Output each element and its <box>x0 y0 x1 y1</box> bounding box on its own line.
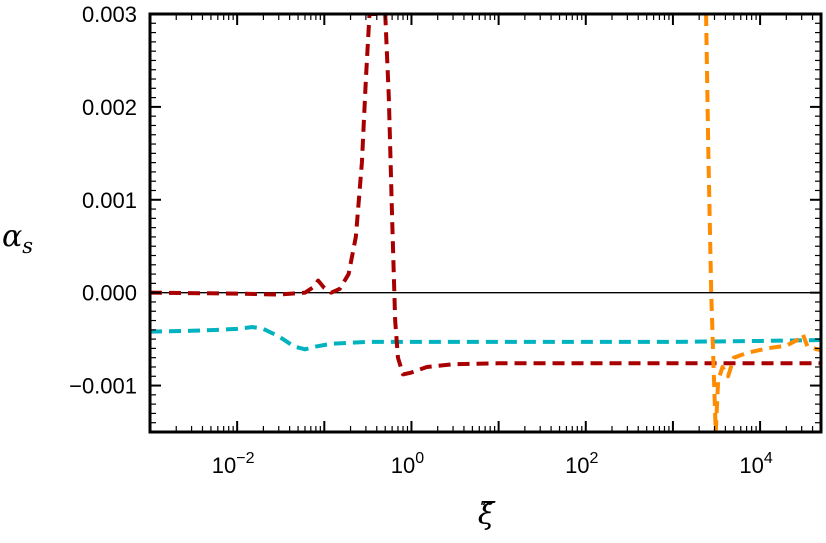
x-axis-label: ξ̃ <box>478 497 496 532</box>
y-tick-label: −0.001 <box>69 374 137 399</box>
series-line-2 <box>150 14 821 377</box>
x-tick-label: 100 <box>391 450 424 478</box>
y-tick-label: 0.002 <box>82 95 137 120</box>
y-tick-label: 0.000 <box>82 281 137 306</box>
x-tick-label: 102 <box>565 450 598 478</box>
series-layer <box>150 14 821 432</box>
labels-layer: 0.003 0.002 0.001 0.000 −0.001 10−2 100 102 104 α… <box>2 2 773 532</box>
series-line-1 <box>150 325 821 352</box>
x-tick-label: 104 <box>739 450 772 478</box>
x-tick-label: 10−2 <box>212 450 255 478</box>
y-tick-label: 0.003 <box>82 2 137 27</box>
plot-frame <box>148 12 823 434</box>
y-tick-label: 0.001 <box>82 188 137 213</box>
series-line-3 <box>704 14 821 432</box>
y-axis-label: αs <box>2 219 33 258</box>
